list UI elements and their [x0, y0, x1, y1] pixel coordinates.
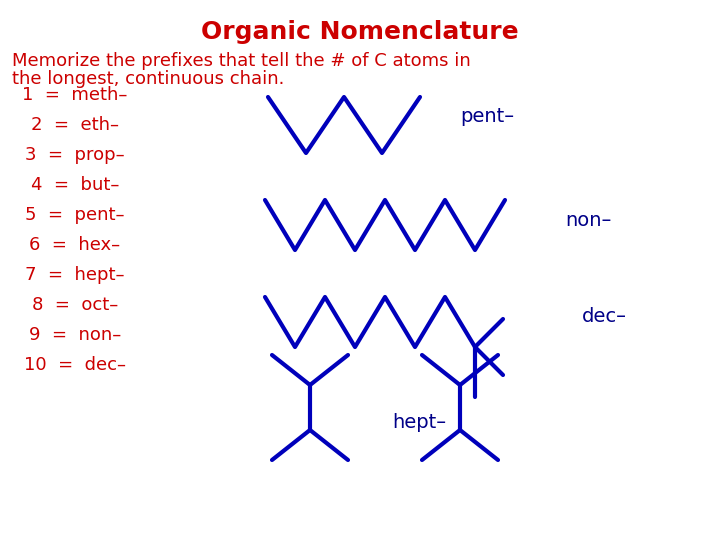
Text: the longest, continuous chain.: the longest, continuous chain.	[12, 70, 284, 88]
Text: 2  =  eth–: 2 = eth–	[31, 116, 119, 134]
Text: 4  =  but–: 4 = but–	[31, 176, 120, 194]
Text: 9  =  non–: 9 = non–	[29, 326, 121, 344]
Text: 7  =  hept–: 7 = hept–	[25, 266, 125, 284]
Text: 3  =  prop–: 3 = prop–	[25, 146, 125, 164]
Text: Memorize the prefixes that tell the # of C atoms in: Memorize the prefixes that tell the # of…	[12, 52, 471, 70]
Text: pent–: pent–	[460, 107, 514, 126]
Text: 1  =  meth–: 1 = meth–	[22, 86, 127, 104]
Text: 6  =  hex–: 6 = hex–	[30, 236, 120, 254]
Text: Organic Nomenclature: Organic Nomenclature	[201, 20, 519, 44]
Text: dec–: dec–	[582, 307, 627, 327]
Text: 10  =  dec–: 10 = dec–	[24, 356, 126, 374]
Text: non–: non–	[565, 211, 611, 229]
Text: 8  =  oct–: 8 = oct–	[32, 296, 118, 314]
Text: hept–: hept–	[392, 413, 446, 431]
Text: 5  =  pent–: 5 = pent–	[25, 206, 125, 224]
